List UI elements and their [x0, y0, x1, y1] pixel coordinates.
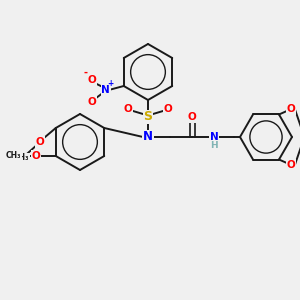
- Text: O: O: [87, 97, 96, 107]
- Text: O: O: [35, 137, 44, 147]
- Text: O: O: [124, 104, 132, 114]
- Text: O: O: [32, 151, 40, 161]
- Text: CH₃: CH₃: [6, 152, 22, 160]
- Text: O: O: [164, 104, 172, 114]
- Text: N: N: [210, 132, 218, 142]
- Text: O: O: [286, 160, 296, 170]
- Text: H: H: [210, 140, 218, 149]
- Text: O: O: [87, 75, 96, 85]
- Text: CH₃: CH₃: [14, 154, 29, 163]
- Text: O: O: [188, 112, 196, 122]
- Text: O: O: [286, 104, 296, 115]
- Text: S: S: [143, 110, 152, 124]
- Text: N: N: [143, 130, 153, 143]
- Text: -: -: [84, 68, 88, 78]
- Text: N: N: [101, 85, 110, 95]
- Text: +: +: [108, 80, 114, 88]
